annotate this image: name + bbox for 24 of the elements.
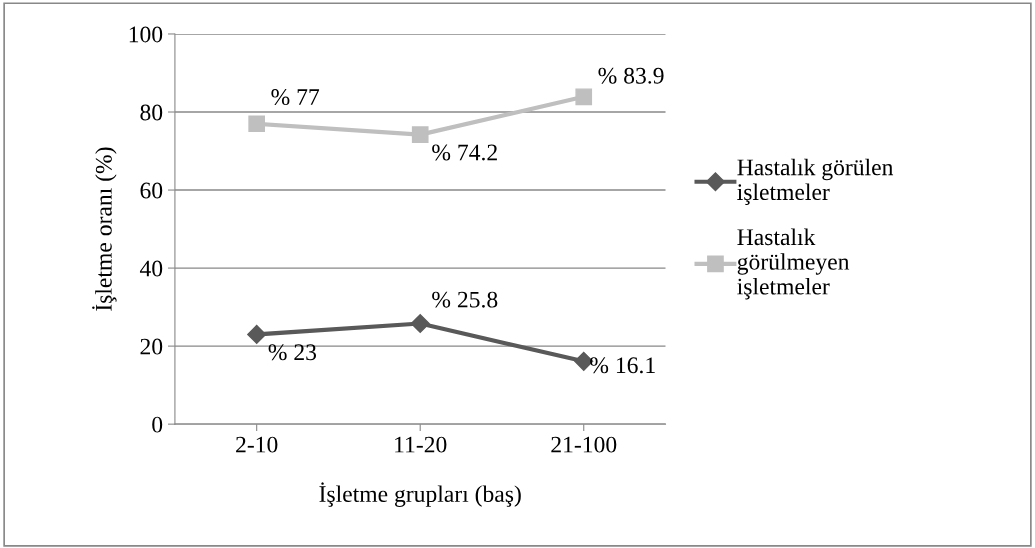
y-axis-title: İşletme oranı (%): [92, 147, 117, 311]
point: [575, 88, 593, 106]
data-label: % 74.2: [432, 144, 497, 161]
data-label: % 23: [268, 344, 317, 361]
legend-label: Hastalık görülmeyen işletmeler: [737, 228, 850, 300]
data-label: % 83.9: [598, 67, 664, 84]
point: [248, 115, 266, 133]
y-tick-label: 80: [140, 104, 163, 121]
x-tick-label: 2-10: [236, 436, 278, 453]
data-label: % 77: [271, 89, 320, 106]
point: [247, 324, 267, 344]
legend-label: Hastalık görülen işletmeler: [737, 158, 894, 205]
point: [410, 313, 430, 334]
y-tick-label: 40: [139, 260, 163, 277]
data-label: % 16.1: [590, 357, 655, 374]
y-tick-label: 20: [140, 338, 163, 355]
data-label: % 25.8: [432, 291, 498, 308]
x-axis-title: İşletme grupları (baş): [319, 482, 521, 507]
y-tick-label: 0: [152, 416, 163, 433]
x-tick-label: 21-100: [551, 436, 617, 453]
y-tick-label: 60: [140, 182, 163, 199]
x-tick-label: 11-20: [395, 436, 447, 453]
point: [411, 126, 429, 143]
y-tick-label: 100: [129, 26, 163, 43]
